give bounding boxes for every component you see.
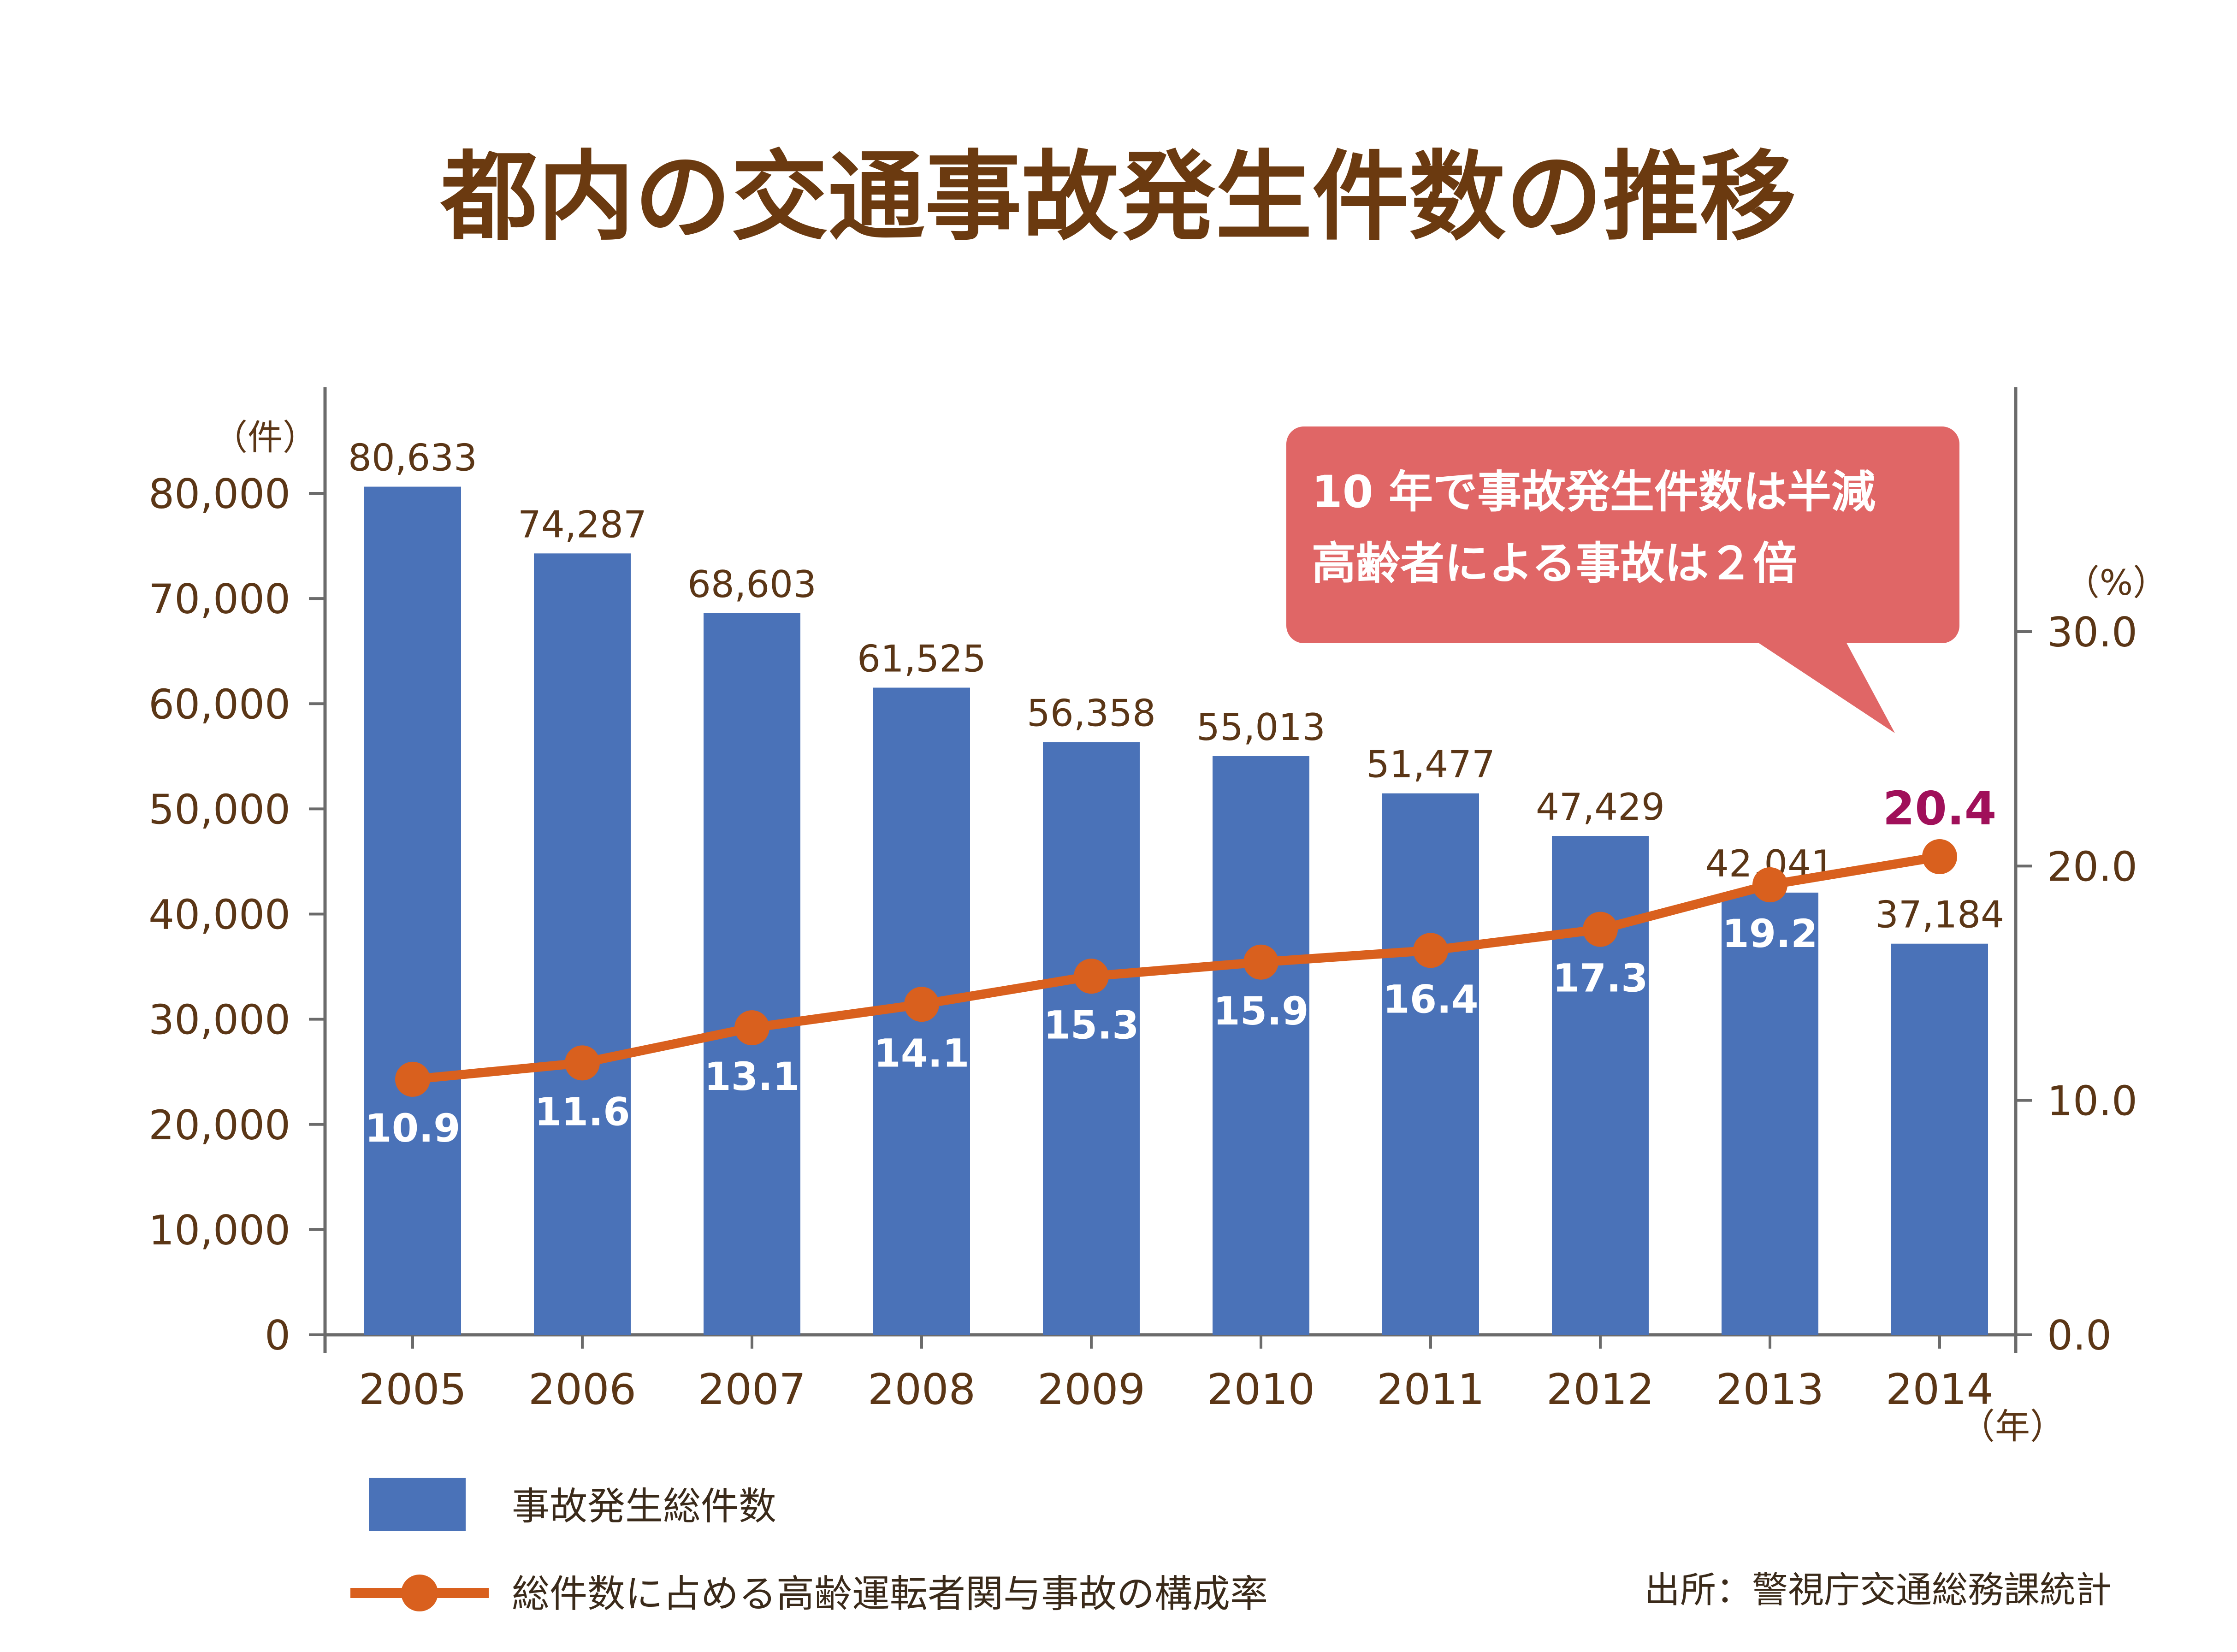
bar-value-label: 74,287: [518, 503, 647, 546]
bar: [704, 613, 800, 1335]
axes: 0 10,000 20,000 30,000 40,000 50,000 60,000 70,…: [148, 387, 2168, 1447]
x-tick-label: 2008: [868, 1365, 976, 1414]
x-tick-label: 2012: [1546, 1365, 1654, 1414]
bar: [1382, 793, 1479, 1335]
right-axis-unit: （%）: [2065, 562, 2168, 603]
x-tick-label: 2013: [1716, 1365, 1824, 1414]
line-point: [904, 987, 939, 1022]
line-point: [395, 1061, 430, 1097]
callout-pointer: [1752, 639, 1895, 733]
line-series: 10.9 11.6 13.1 14.1 15.3 15.9 16.4 17.3 19.2 20.4: [365, 782, 1996, 1151]
x-axis-unit: （年）: [1960, 1406, 2065, 1447]
line-value-label: 19.2: [1722, 911, 1817, 956]
bar: [534, 553, 631, 1335]
right-tick-label: 0.0: [2047, 1312, 2112, 1359]
line-value-label: 20.4: [1883, 782, 1997, 835]
left-tick-label: 80,000: [148, 470, 290, 518]
line-value-label: 16.4: [1383, 977, 1478, 1022]
callout-line: 10 年で事故発生件数は半減: [1312, 466, 1876, 518]
line-point: [1413, 933, 1448, 968]
x-tick-label: 2007: [698, 1365, 806, 1414]
source-note: 出所：警視庁交通総務課統計: [1644, 1569, 2112, 1611]
x-tick-label: 2009: [1037, 1365, 1145, 1414]
legend-bar-label: 事故発生総件数: [512, 1485, 776, 1528]
line-value-label: 15.9: [1213, 989, 1308, 1034]
x-tick-label: 2005: [359, 1365, 467, 1414]
x-tick-label: 2006: [528, 1365, 636, 1414]
bar-value-label: 61,525: [857, 637, 986, 680]
bar: [1891, 943, 1988, 1335]
left-tick-label: 20,000: [148, 1101, 290, 1149]
bar: [1043, 742, 1140, 1335]
line-point: [1074, 959, 1109, 994]
bar-value-labels: 80,633 74,287 68,603 61,525 56,358 55,013 51,4…: [348, 437, 2004, 936]
line-point: [565, 1045, 600, 1081]
legend-line-marker: [401, 1575, 438, 1611]
line-point: [734, 1010, 769, 1046]
bar-value-label: 51,477: [1366, 743, 1495, 786]
bar-value-label: 37,184: [1875, 894, 2004, 936]
bars: [364, 486, 1988, 1335]
line-path: [412, 852, 1941, 1084]
x-tick-label: 2014: [1886, 1365, 1994, 1414]
legend-bar-swatch: [369, 1478, 466, 1531]
left-tick-label: 60,000: [148, 681, 290, 728]
line-value-label: 15.3: [1043, 1002, 1139, 1048]
line-value-label: 14.1: [874, 1030, 969, 1076]
bar-value-label: 47,429: [1536, 786, 1665, 829]
line-point: [1583, 912, 1618, 947]
bar-value-label: 55,013: [1196, 706, 1326, 749]
bar: [1552, 836, 1649, 1335]
right-tick-label: 30.0: [2047, 609, 2137, 656]
x-tick-label: 2010: [1207, 1365, 1315, 1414]
left-tick-label: 50,000: [148, 786, 290, 833]
callout-box: [1286, 426, 1959, 643]
bar-value-label: 80,633: [348, 437, 477, 480]
line-value-label: 10.9: [365, 1106, 460, 1151]
bar-value-label: 68,603: [687, 563, 817, 606]
left-tick-label: 0: [265, 1312, 290, 1359]
bar: [364, 486, 461, 1335]
x-tick-label: 2011: [1377, 1365, 1485, 1414]
line-point: [1752, 867, 1787, 902]
left-tick-label: 70,000: [148, 575, 290, 623]
callout-line: 高齢者による事故は２倍: [1312, 538, 1797, 589]
line-point: [1922, 839, 1957, 874]
right-tick-label: 10.0: [2047, 1078, 2137, 1125]
bar: [1213, 756, 1309, 1335]
line-value-label: 17.3: [1552, 956, 1648, 1001]
left-tick-label: 40,000: [148, 891, 290, 939]
line-value-label: 13.1: [704, 1054, 799, 1099]
legend-line-label: 総件数に占める高齢運転者関与事故の構成率: [512, 1572, 1268, 1616]
chart-title: 都内の交通事故発生件数の推移: [440, 141, 1796, 254]
left-axis-unit: （件）: [213, 417, 318, 458]
line-point: [1243, 944, 1278, 980]
right-tick-label: 20.0: [2047, 843, 2137, 890]
bar-value-label: 56,358: [1027, 692, 1156, 734]
bar: [1722, 892, 1818, 1335]
left-tick-label: 30,000: [148, 996, 290, 1044]
line-value-label: 11.6: [534, 1089, 630, 1134]
left-tick-label: 10,000: [148, 1207, 290, 1254]
